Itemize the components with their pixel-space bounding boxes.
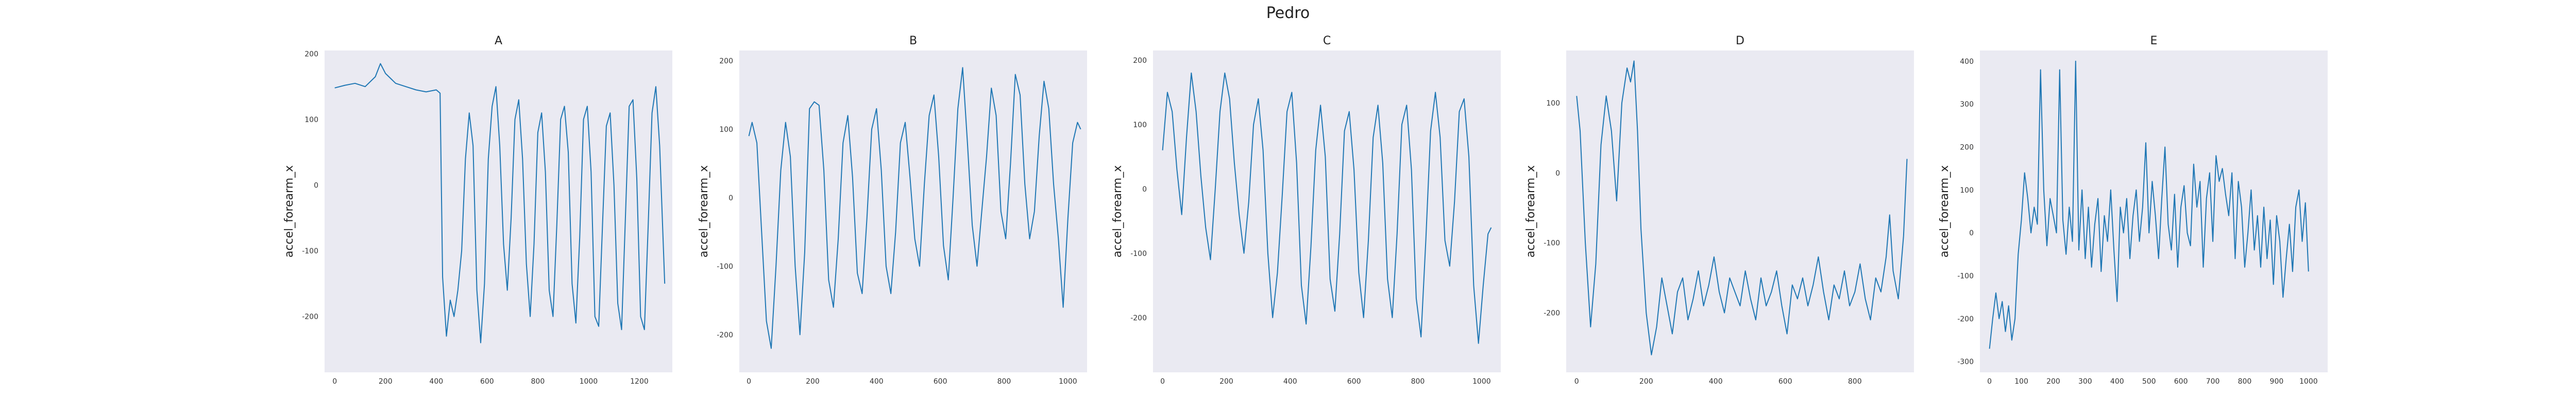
y-tick-label: 0: [1555, 169, 1560, 178]
x-tick-label: 0: [332, 377, 337, 386]
x-tick-label: 900: [2270, 377, 2284, 386]
x-tick-label: 0: [1574, 377, 1579, 386]
subplot-title: A: [495, 35, 502, 47]
series-line: [1576, 60, 1908, 355]
x-tick-label: 400: [870, 377, 884, 386]
y-tick-label: 200: [719, 57, 733, 65]
x-tick-label: 200: [379, 377, 393, 386]
x-tick-label: 1000: [1059, 377, 1077, 386]
y-tick-label: 300: [1960, 100, 1974, 109]
x-tick-label: 600: [2174, 377, 2188, 386]
subplot-a: A 0 200 400 600 800 1000 1200 -200 -100 0 100 200 acc…: [283, 35, 672, 386]
y-tick-label: 100: [719, 126, 733, 134]
x-tick-label: 700: [2206, 377, 2220, 386]
x-tick-label: 400: [429, 377, 443, 386]
y-tick-label: -200: [1544, 310, 1560, 318]
subplot-title: C: [1323, 35, 1331, 47]
y-axis-label: accel_forearm_x: [1524, 165, 1537, 258]
x-tick-label: 0: [1160, 377, 1165, 386]
subplot-grid: A0 200 400 600 800 1000 1200-200-1000100200acc…: [283, 35, 2328, 386]
subplot-d: D 0 200 400 600 800 -200 -100 0 100 accel_forearm_…: [1524, 35, 1914, 386]
y-axis-label: accel_forearm_x: [1111, 165, 1124, 258]
y-axis-label: accel_forearm_x: [1938, 165, 1951, 258]
y-tick-label: -100: [1544, 239, 1560, 248]
plot-area: [1566, 50, 1914, 372]
x-tick-label: 1200: [630, 377, 649, 386]
x-tick-label: 100: [2014, 377, 2028, 386]
x-tick-label: 200: [2046, 377, 2060, 386]
subplot-b: B 0 200 400 600 800 1000 -200 -100 0 100 200 accel_f…: [698, 35, 1087, 386]
x-tick-label: 600: [1347, 377, 1361, 386]
x-tick-label: 400: [2110, 377, 2124, 386]
y-tick-label: 200: [304, 50, 318, 58]
x-tick-label: 200: [1639, 377, 1653, 386]
figure-title: Pedro: [1266, 4, 1310, 22]
y-tick-label: 200: [1133, 57, 1147, 65]
y-tick-label: 0: [314, 181, 318, 190]
series-line: [1989, 60, 2309, 349]
y-tick-label: 100: [1133, 121, 1147, 129]
subplot-title: D: [1736, 35, 1744, 47]
y-tick-label: -200: [1957, 315, 1974, 323]
subplot-title: B: [909, 35, 917, 47]
x-tick-label: 600: [480, 377, 494, 386]
x-tick-label: 200: [806, 377, 820, 386]
x-tick-label: 0: [747, 377, 751, 386]
x-tick-label: 200: [1219, 377, 1233, 386]
y-axis-label: accel_forearm_x: [698, 165, 710, 258]
y-tick-label: -100: [1957, 272, 1974, 281]
y-tick-label: -100: [302, 247, 318, 255]
x-tick-label: 600: [934, 377, 947, 386]
x-tick-label: 1000: [1472, 377, 1491, 386]
y-tick-label: 100: [304, 116, 318, 124]
x-tick-label: 600: [1778, 377, 1792, 386]
y-axis-label: accel_forearm_x: [283, 165, 296, 258]
x-tick-label: 800: [997, 377, 1011, 386]
x-tick-label: 1000: [580, 377, 598, 386]
y-tick-label: -100: [1130, 250, 1147, 258]
subplot-title: E: [2150, 35, 2158, 47]
plot-area: [739, 50, 1087, 372]
plot-area: [325, 50, 672, 372]
x-tick-label: 300: [2078, 377, 2092, 386]
x-tick-label: 800: [1411, 377, 1425, 386]
x-tick-label: 500: [2142, 377, 2156, 386]
plot-area: [1980, 50, 2328, 372]
x-tick-label: 800: [1848, 377, 1862, 386]
x-tick-label: 0: [1987, 377, 1992, 386]
series-line: [1162, 72, 1492, 344]
y-tick-label: 100: [1960, 186, 1974, 195]
x-tick-label: 400: [1283, 377, 1297, 386]
plot-area: [1153, 50, 1501, 372]
x-tick-label: 800: [2238, 377, 2252, 386]
series-line: [334, 63, 666, 344]
y-tick-label: -100: [717, 263, 733, 271]
x-tick-label: 800: [531, 377, 545, 386]
y-tick-label: 200: [1960, 144, 1974, 152]
subplot-c: C 0 200 400 600 800 1000 -200 -100 0 100 200 accel_f…: [1111, 35, 1501, 386]
y-tick-label: 100: [1546, 99, 1560, 108]
series-line: [748, 67, 1081, 349]
subplot-e: E0 100 200 300 400 500 600 700 800 900 1000-300-20…: [1938, 35, 2328, 386]
y-tick-label: 0: [728, 194, 733, 202]
y-tick-label: -200: [1130, 314, 1147, 322]
y-tick-label: -300: [1957, 358, 1974, 366]
y-tick-label: 0: [1142, 185, 1147, 194]
y-tick-label: 0: [1969, 229, 1974, 237]
y-tick-label: -200: [302, 313, 318, 321]
x-tick-label: 1000: [2299, 377, 2318, 386]
y-tick-label: -200: [717, 331, 733, 339]
x-tick-label: 400: [1709, 377, 1723, 386]
y-tick-label: 400: [1960, 58, 1974, 66]
